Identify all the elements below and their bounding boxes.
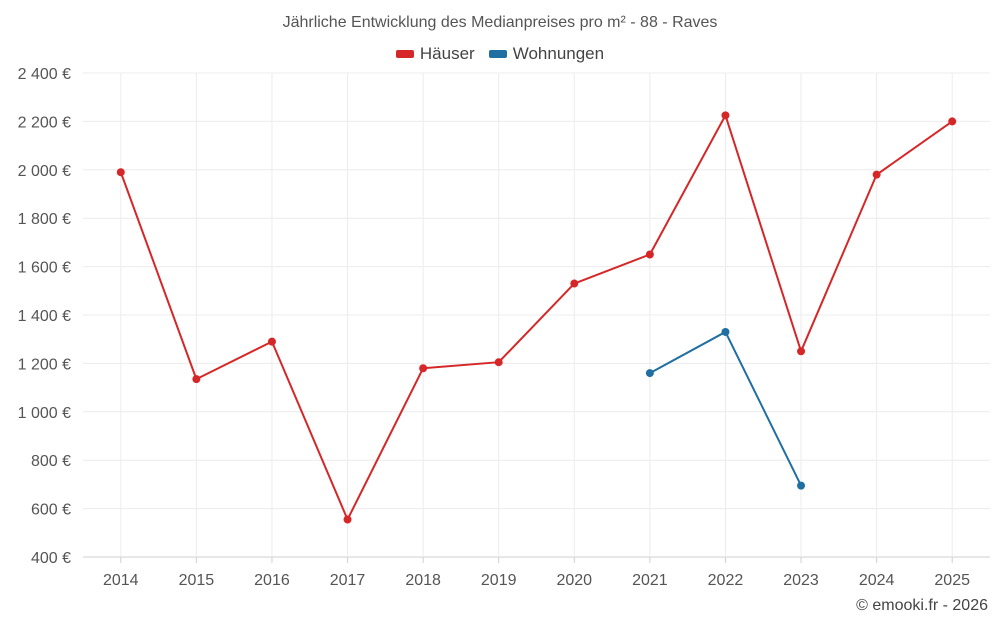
data-point-wohnungen xyxy=(797,481,806,490)
data-point-haeuser xyxy=(872,170,881,179)
data-point-haeuser xyxy=(343,515,352,524)
y-tick-label: 1 400 € xyxy=(18,308,71,325)
credit-text: © emooki.fr - 2026 xyxy=(856,597,988,614)
y-tick-label: 1 600 € xyxy=(18,260,71,277)
y-tick-label: 400 € xyxy=(31,550,71,567)
x-tick-label: 2023 xyxy=(783,572,819,589)
data-point-haeuser xyxy=(797,347,806,356)
legend-item-wohnungen[interactable]: Wohnungen xyxy=(488,44,605,64)
x-tick-label: 2025 xyxy=(934,572,970,589)
data-point-haeuser xyxy=(721,111,730,120)
x-tick-label: 2020 xyxy=(556,572,592,589)
data-point-wohnungen xyxy=(721,327,730,336)
y-tick-label: 1 000 € xyxy=(18,405,71,422)
x-tick-label: 2015 xyxy=(179,572,215,589)
legend-swatch-haeuser xyxy=(395,50,414,58)
legend-label-haeuser: Häuser xyxy=(419,44,475,63)
x-tick-label: 2016 xyxy=(254,572,290,589)
data-point-haeuser xyxy=(645,250,654,259)
data-point-haeuser xyxy=(192,375,201,384)
y-tick-label: 800 € xyxy=(31,453,71,470)
chart-title: Jährliche Entwicklung des Medianpreises … xyxy=(282,14,718,31)
y-tick-label: 1 200 € xyxy=(18,356,71,373)
x-tick-label: 2017 xyxy=(330,572,366,589)
y-tick-label: 2 400 € xyxy=(18,66,71,83)
legend-swatch-wohnungen xyxy=(488,50,507,58)
data-point-haeuser xyxy=(570,279,579,288)
x-tick-label: 2022 xyxy=(708,572,744,589)
x-tick-label: 2021 xyxy=(632,572,668,589)
data-point-haeuser xyxy=(494,358,503,367)
x-tick-label: 2019 xyxy=(481,572,517,589)
y-tick-label: 1 800 € xyxy=(18,211,71,228)
data-point-wohnungen xyxy=(645,369,654,378)
y-tick-label: 2 200 € xyxy=(18,114,71,131)
x-tick-label: 2014 xyxy=(103,572,139,589)
data-point-haeuser xyxy=(948,117,957,126)
series-line-haeuser xyxy=(119,114,953,521)
x-tick-label: 2018 xyxy=(405,572,441,589)
y-tick-label: 600 € xyxy=(31,502,71,519)
x-tick-label: 2024 xyxy=(859,572,895,589)
legend-label-wohnungen: Wohnungen xyxy=(512,44,605,63)
data-point-haeuser xyxy=(419,364,428,373)
legend-item-haeuser[interactable]: Häuser xyxy=(395,44,475,64)
y-tick-label: 2 000 € xyxy=(18,163,71,180)
data-point-haeuser xyxy=(267,337,276,346)
legend: Häuser Wohnungen xyxy=(0,44,1000,64)
data-point-haeuser xyxy=(116,168,125,177)
